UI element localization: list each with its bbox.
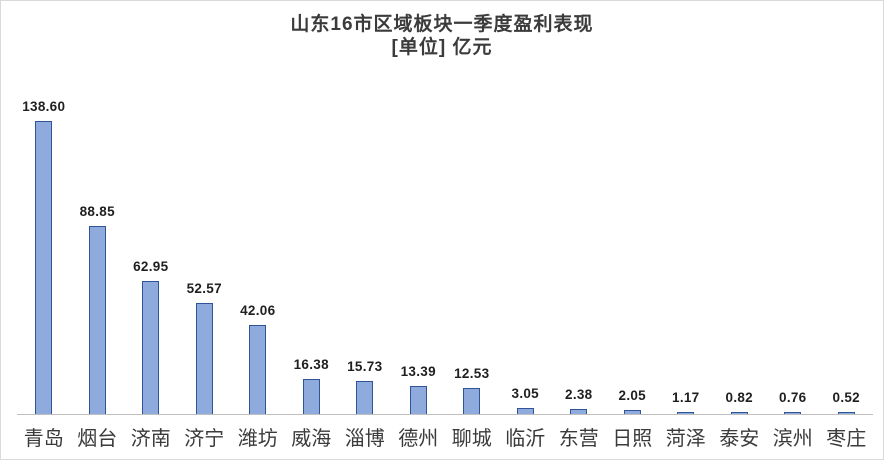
bar — [249, 325, 267, 414]
x-axis-category-label: 聊城 — [451, 428, 492, 450]
x-axis-category-label: 淄博 — [344, 428, 385, 450]
bar — [88, 226, 106, 414]
chart-subtitle: [单位] 亿元 — [391, 37, 493, 58]
bar-value-label: 138.60 — [22, 99, 66, 114]
bar — [142, 281, 160, 414]
x-axis-category-label: 济南 — [130, 428, 171, 450]
bar — [784, 412, 802, 414]
bar-column: 0.76 — [766, 119, 820, 414]
bar — [35, 121, 53, 414]
bar — [463, 388, 481, 414]
bar-value-label: 3.05 — [511, 386, 539, 401]
bar-value-label: 15.73 — [347, 359, 383, 374]
bar-column: 1.17 — [659, 119, 713, 414]
bar — [195, 303, 213, 414]
bars-row: 138.60 88.85 62.95 52.57 42.06 16.38 15.… — [17, 99, 874, 414]
x-axis-category-label: 滨州 — [772, 428, 813, 450]
bar-value-label: 0.76 — [779, 390, 807, 405]
bar — [837, 412, 855, 414]
bar-value-label: 0.52 — [832, 390, 860, 405]
bar-column: 15.73 — [338, 119, 392, 414]
bar-column: 42.06 — [231, 119, 285, 414]
bar-value-label: 52.57 — [186, 281, 222, 296]
bar-column: 13.39 — [392, 119, 446, 414]
x-axis-line — [17, 414, 873, 415]
x-axis-category-label: 济宁 — [184, 428, 225, 450]
bar — [516, 408, 534, 414]
bar-value-label: 2.38 — [565, 387, 593, 402]
chart-title: 山东16市区域板块一季度盈利表现 — [290, 14, 594, 35]
bar-column: 0.52 — [820, 119, 874, 414]
bar — [356, 381, 374, 414]
bar-column: 2.05 — [606, 119, 660, 414]
bar-value-label: 13.39 — [400, 364, 436, 379]
x-axis-category-label: 泰安 — [719, 428, 760, 450]
x-axis-category-label: 烟台 — [77, 428, 118, 450]
x-axis-labels-row: 青岛 烟台 济南 济宁 潍坊 威海 淄博 德州 聊城 临沂 东营 日照 菏泽 泰… — [17, 422, 873, 451]
bar-column: 88.85 — [71, 119, 125, 414]
bar-value-label: 1.17 — [672, 390, 700, 405]
x-axis-category-label: 潍坊 — [237, 428, 278, 450]
bar-column: 52.57 — [178, 119, 232, 414]
bar-column: 16.38 — [285, 119, 339, 414]
chart-title-block: 山东16市区域板块一季度盈利表现 [单位] 亿元 — [1, 13, 883, 59]
bar-column: 0.82 — [713, 119, 767, 414]
x-axis-category-label: 临沂 — [505, 428, 546, 450]
bar — [730, 412, 748, 414]
bar — [677, 412, 695, 414]
bar-value-label: 62.95 — [133, 259, 169, 274]
bar-column: 2.38 — [552, 119, 606, 414]
bar-column: 138.60 — [17, 99, 71, 414]
bar-column: 3.05 — [499, 119, 553, 414]
x-axis-category-label: 菏泽 — [665, 428, 706, 450]
x-axis-category-label: 威海 — [291, 428, 332, 450]
bar-value-label: 88.85 — [79, 204, 115, 219]
bar — [570, 409, 588, 414]
plot-area: 138.60 88.85 62.95 52.57 42.06 16.38 15.… — [17, 99, 874, 451]
bar-value-label: 16.38 — [293, 357, 329, 372]
x-axis-category-label: 枣庄 — [826, 428, 867, 450]
bar-value-label: 42.06 — [240, 303, 276, 318]
bar-value-label: 2.05 — [618, 388, 646, 403]
bar-column: 12.53 — [445, 119, 499, 414]
bar-value-label: 12.53 — [454, 366, 490, 381]
bar — [302, 379, 320, 414]
bar — [623, 410, 641, 414]
x-axis-category-label: 青岛 — [23, 428, 64, 450]
bar — [409, 386, 427, 414]
bar-column: 62.95 — [124, 119, 178, 414]
x-axis-category-label: 德州 — [398, 428, 439, 450]
x-axis-category-label: 日照 — [612, 428, 653, 450]
bar-value-label: 0.82 — [725, 390, 753, 405]
x-axis-category-label: 东营 — [558, 428, 599, 450]
